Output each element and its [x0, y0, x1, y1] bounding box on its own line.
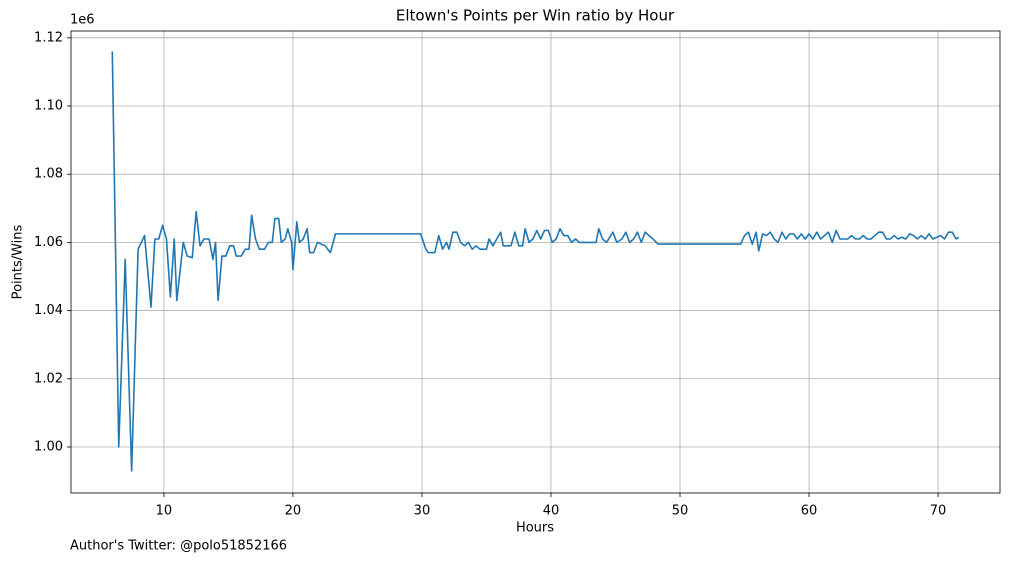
x-tick-label: 40: [543, 504, 560, 519]
y-tick-label: 1.12: [34, 30, 63, 45]
x-tick-label: 50: [672, 504, 689, 519]
y-offset-label: 1e6: [70, 13, 95, 28]
y-tick-label: 1.10: [34, 99, 63, 114]
x-tick-label: 10: [156, 504, 173, 519]
footnote: Author's Twitter: @polo51852166: [70, 539, 287, 554]
y-tick-label: 1.00: [34, 439, 63, 454]
x-axis-label: Hours: [516, 521, 554, 536]
y-tick-label: 1.08: [34, 167, 63, 182]
data-line: [111, 51, 960, 472]
y-tick-label: 1.04: [34, 303, 63, 318]
x-tick-label: 30: [414, 504, 431, 519]
x-tick-label: 70: [930, 504, 947, 519]
chart-title: Eltown's Points per Win ratio by Hour: [396, 7, 675, 25]
y-tick-label: 1.02: [34, 371, 63, 386]
x-tick-label: 60: [801, 504, 818, 519]
axes-frame: [70, 30, 1001, 494]
x-tick-label: 20: [285, 504, 302, 519]
y-tick-label: 1.06: [34, 235, 63, 250]
y-axis-label: Points/Wins: [11, 224, 26, 299]
